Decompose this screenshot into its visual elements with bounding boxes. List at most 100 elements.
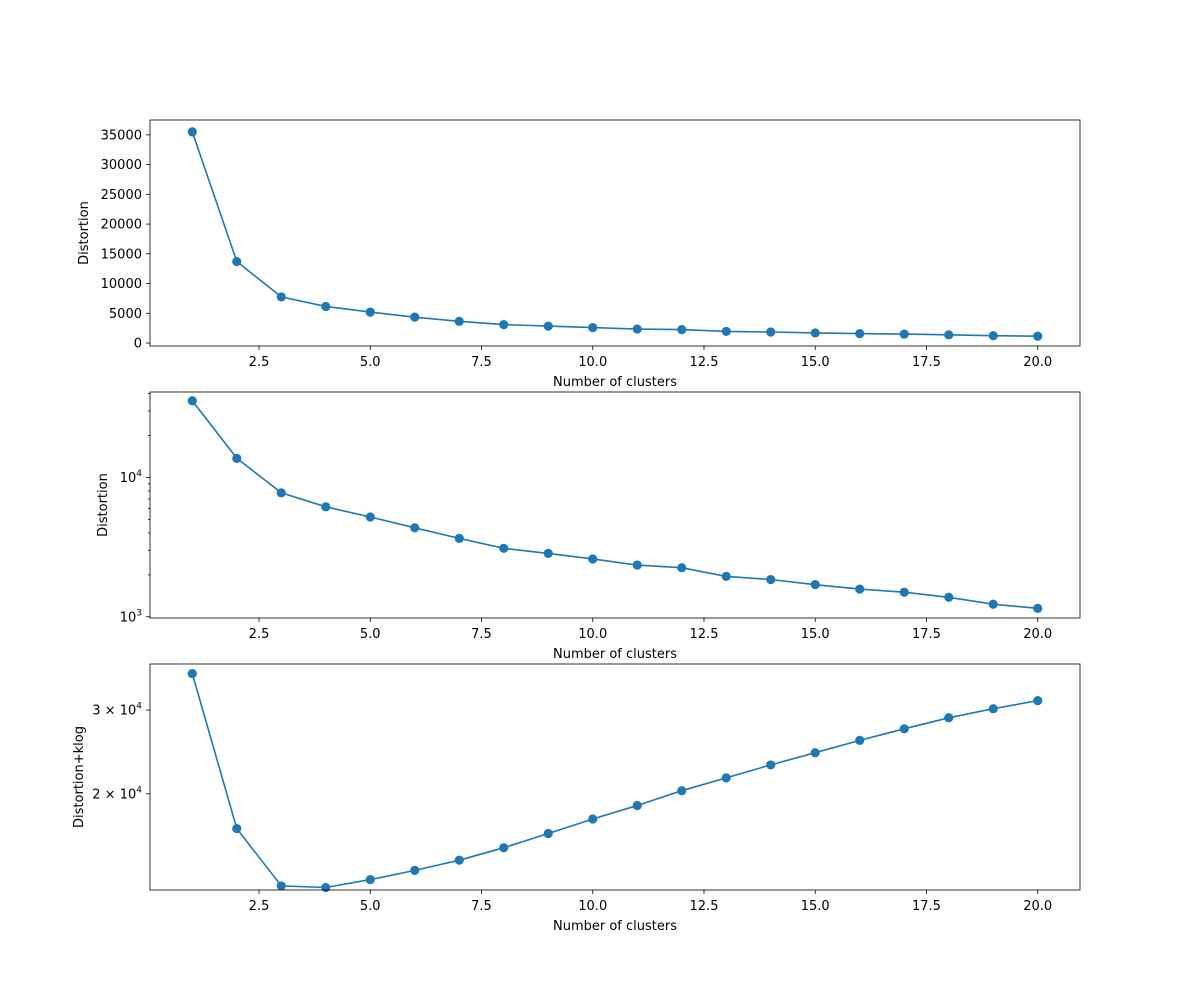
x-axis-label: Number of clusters <box>553 919 677 934</box>
x-tick-label: 20.0 <box>1023 627 1052 642</box>
data-point <box>899 329 909 339</box>
x-tick-label: 2.5 <box>249 627 270 642</box>
y-tick-label: 25000 <box>101 188 142 203</box>
x-tick-label: 15.0 <box>801 899 830 914</box>
y-axis-label: Distortion <box>77 201 92 265</box>
y-tick-label: 103 <box>120 608 142 625</box>
x-tick-label: 12.5 <box>690 627 719 642</box>
x-tick-label: 10.0 <box>578 355 607 370</box>
data-point <box>766 574 776 585</box>
data-point <box>899 724 909 734</box>
data-point <box>677 325 687 335</box>
x-tick-label: 10.0 <box>578 899 607 914</box>
x-tick-label: 15.0 <box>801 355 830 370</box>
series-line <box>191 673 1038 889</box>
data-point <box>988 331 998 341</box>
data-point <box>1033 603 1043 613</box>
y-tick-label: 0 <box>134 337 142 352</box>
y-tick-label: 104 <box>120 469 143 486</box>
data-point <box>187 127 197 137</box>
x-tick-label: 20.0 <box>1023 899 1052 914</box>
x-tick-label: 7.5 <box>471 355 492 370</box>
data-point <box>988 704 998 714</box>
data-point <box>677 563 687 573</box>
data-point <box>276 881 286 891</box>
x-tick-label: 15.0 <box>801 627 830 642</box>
x-tick-label: 17.5 <box>912 355 941 370</box>
x-tick-label: 10.0 <box>578 627 607 642</box>
data-point <box>632 800 642 811</box>
data-point <box>321 502 331 512</box>
data-point <box>677 786 687 796</box>
data-point <box>187 668 197 679</box>
data-point <box>721 773 731 783</box>
x-tick-label: 5.0 <box>360 899 381 914</box>
data-point <box>766 327 776 337</box>
x-tick-label: 12.5 <box>690 355 719 370</box>
data-point <box>276 292 286 302</box>
data-point <box>855 735 865 746</box>
data-point <box>632 324 642 334</box>
plot-frame <box>149 663 1081 891</box>
x-tick-label: 2.5 <box>249 355 270 370</box>
x-tick-label: 5.0 <box>360 627 381 642</box>
data-point <box>232 823 242 834</box>
data-point <box>543 828 553 839</box>
data-point <box>410 523 420 533</box>
linear-distortion-panel: 2.5 5.0 7.5 10.0 12.5 15.0 17.5 20.0 0 5000 10000 1… <box>77 119 1081 390</box>
data-point <box>499 543 509 553</box>
y-tick-label: 3 × 104 <box>92 702 142 719</box>
data-point <box>588 554 598 564</box>
data-point <box>944 592 954 602</box>
x-tick-label: 2.5 <box>249 899 270 914</box>
x-tick-label: 5.0 <box>360 355 381 370</box>
y-tick-label: 10000 <box>101 277 142 292</box>
data-point <box>276 488 286 498</box>
data-point <box>1033 331 1043 341</box>
series-line <box>191 131 1038 337</box>
y-tick-label: 20000 <box>101 218 142 233</box>
x-tick-label: 7.5 <box>471 627 492 642</box>
data-point <box>454 855 464 865</box>
distortion-klog-panel: 2.5 5.0 7.5 10.0 12.5 15.0 17.5 20.0 2 × 104 3 × … <box>72 663 1081 934</box>
data-point <box>410 312 420 322</box>
data-point <box>855 329 865 339</box>
data-point <box>454 316 464 326</box>
data-point <box>321 882 331 893</box>
y-axis-label: Distortion <box>96 473 111 537</box>
x-tick-label: 20.0 <box>1023 355 1052 370</box>
y-tick-label: 30000 <box>101 158 142 173</box>
data-point <box>499 843 509 853</box>
data-point <box>632 560 642 570</box>
log-distortion-panel: 2.5 5.0 7.5 10.0 12.5 15.0 17.5 20.0 103 104 Numbe… <box>96 391 1081 662</box>
x-tick-label: 17.5 <box>912 899 941 914</box>
data-point <box>232 453 242 463</box>
data-point <box>365 307 375 317</box>
data-point <box>543 321 553 331</box>
x-axis-label: Number of clusters <box>553 647 677 662</box>
data-point <box>454 533 464 544</box>
data-point <box>899 587 909 597</box>
plot-frame <box>149 119 1081 347</box>
data-point <box>187 396 197 406</box>
data-point <box>721 326 731 337</box>
data-point <box>721 571 731 581</box>
y-tick-label: 35000 <box>101 128 142 143</box>
data-point <box>1033 696 1043 706</box>
data-point <box>232 256 242 267</box>
plot-frame <box>149 391 1081 619</box>
y-tick-label: 5000 <box>109 307 142 322</box>
y-tick-label: 2 × 104 <box>92 785 142 802</box>
data-point <box>588 814 598 824</box>
data-point <box>410 865 420 875</box>
x-tick-label: 17.5 <box>912 627 941 642</box>
data-point <box>810 748 820 758</box>
x-tick-label: 7.5 <box>471 899 492 914</box>
y-axis-label: Distortion+klog <box>72 726 87 828</box>
data-point <box>365 512 375 522</box>
series-line <box>191 400 1038 610</box>
x-axis-label: Number of clusters <box>553 375 677 390</box>
data-point <box>588 322 598 333</box>
